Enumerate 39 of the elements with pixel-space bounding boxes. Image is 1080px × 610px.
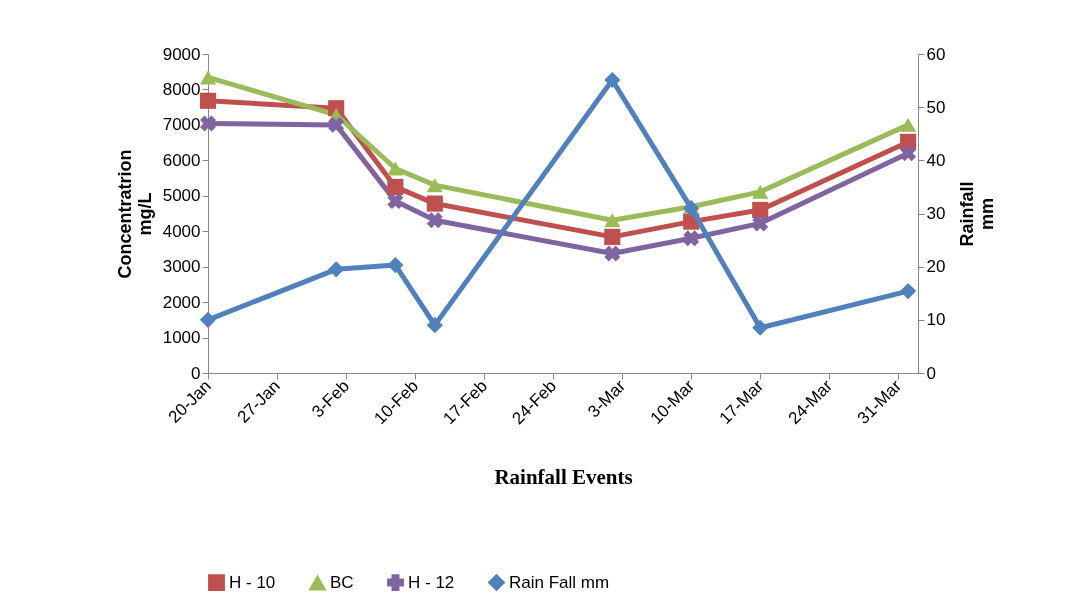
y2-tick-label: 40 bbox=[926, 150, 946, 170]
legend-label: Rain Fall mm bbox=[509, 572, 610, 592]
y-axis-title: Concentratrion mg/L bbox=[114, 149, 155, 279]
point bbox=[426, 317, 443, 334]
point bbox=[328, 261, 345, 278]
legend-label: H - 10 bbox=[229, 572, 276, 592]
point bbox=[387, 193, 404, 210]
point bbox=[387, 178, 404, 195]
y2-tick-label: 60 bbox=[926, 44, 946, 64]
point bbox=[426, 195, 443, 212]
legend-label: BC bbox=[330, 573, 354, 593]
point bbox=[752, 184, 769, 199]
y-tick-label: 3000 bbox=[162, 257, 201, 277]
point bbox=[426, 178, 443, 193]
point bbox=[328, 116, 345, 133]
y-tick-label: 2000 bbox=[162, 292, 201, 312]
y-tick-label: 9000 bbox=[162, 44, 201, 64]
point bbox=[752, 215, 769, 232]
point bbox=[387, 161, 404, 176]
point bbox=[387, 257, 404, 274]
point bbox=[752, 201, 769, 219]
y2-tick-label: 10 bbox=[926, 310, 946, 330]
y2-tick-label: 30 bbox=[926, 204, 946, 223]
legend-label: H - 12 bbox=[408, 572, 455, 592]
y2-tick-label: 20 bbox=[926, 257, 946, 277]
y2-tick-label: 0 bbox=[926, 363, 936, 383]
point bbox=[426, 212, 443, 229]
y2-tick-label: 50 bbox=[926, 97, 946, 117]
y-tick-label: 7000 bbox=[162, 115, 201, 135]
y-tick-label: 6000 bbox=[162, 150, 201, 170]
y2-axis-title: Rainfall mm bbox=[957, 181, 998, 247]
x-axis-title: Rainfall Events bbox=[494, 465, 633, 490]
y-tick-label: 4000 bbox=[162, 221, 201, 241]
y-tick-label: 8000 bbox=[162, 79, 201, 99]
y-tick-label: 1000 bbox=[162, 328, 201, 348]
y-tick-label: 5000 bbox=[162, 186, 201, 206]
point bbox=[683, 230, 700, 247]
y-tick-label: 0 bbox=[191, 363, 201, 383]
point bbox=[752, 319, 769, 336]
